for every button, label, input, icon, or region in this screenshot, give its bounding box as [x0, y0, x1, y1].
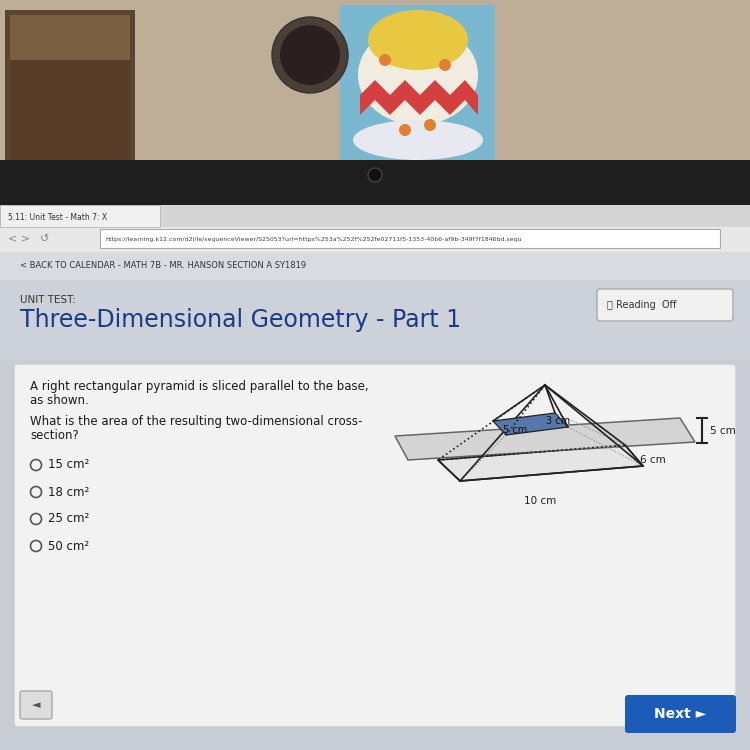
Circle shape [399, 124, 411, 136]
Text: ◄: ◄ [32, 700, 40, 710]
Circle shape [424, 119, 436, 131]
Bar [10, 60, 130, 160]
Polygon shape [395, 418, 695, 460]
Text: 3 cm: 3 cm [546, 416, 570, 426]
Text: 6 cm: 6 cm [640, 455, 666, 465]
FancyBboxPatch shape [625, 695, 736, 733]
Text: 5 cm: 5 cm [503, 425, 527, 435]
Circle shape [272, 17, 348, 93]
Polygon shape [438, 445, 643, 481]
FancyBboxPatch shape [20, 691, 52, 719]
Bar [0, 205, 750, 230]
Text: 5.11: Unit Test - Math 7: X: 5.11: Unit Test - Math 7: X [8, 212, 107, 221]
Circle shape [280, 25, 340, 85]
Circle shape [379, 54, 391, 66]
Text: A right rectangular pyramid is sliced parallel to the base,: A right rectangular pyramid is sliced pa… [30, 380, 369, 393]
Text: as shown.: as shown. [30, 394, 88, 407]
Text: Three-Dimensional Geometry - Part 1: Three-Dimensional Geometry - Part 1 [20, 308, 461, 332]
Text: ↺: ↺ [40, 234, 50, 244]
Text: 25 cm²: 25 cm² [48, 512, 89, 526]
Text: https://learning.k12.com/d2l/le/sequenceViewer/S25053?url=https%253a%252f%252fe0: https://learning.k12.com/d2l/le/sequence… [105, 236, 522, 242]
Text: < BACK TO CALENDAR - MATH 7B - MR. HANSON SECTION A SY1819: < BACK TO CALENDAR - MATH 7B - MR. HANSO… [20, 262, 306, 271]
Bar [0, 280, 750, 750]
Bar [5, 10, 135, 165]
Bar [0, 205, 160, 227]
Bar [10, 15, 130, 160]
Bar [0, 160, 750, 205]
Circle shape [368, 168, 382, 182]
Circle shape [439, 59, 451, 71]
Text: section?: section? [30, 429, 79, 442]
Text: What is the area of the resulting two-dimensional cross-: What is the area of the resulting two-di… [30, 415, 362, 428]
Text: 5 cm: 5 cm [710, 425, 736, 436]
Ellipse shape [368, 10, 468, 70]
FancyBboxPatch shape [14, 364, 736, 727]
Bar [0, 227, 750, 252]
Text: Next ►: Next ► [654, 707, 706, 721]
Bar [100, 229, 720, 248]
Polygon shape [360, 80, 478, 115]
Text: < >: < > [8, 234, 30, 244]
Text: 10 cm: 10 cm [524, 496, 556, 506]
Text: 18 cm²: 18 cm² [48, 485, 89, 499]
Text: 🎧 Reading  Off: 🎧 Reading Off [607, 300, 676, 310]
Bar [0, 280, 750, 360]
FancyBboxPatch shape [597, 289, 733, 321]
Bar [0, 0, 750, 185]
Polygon shape [493, 413, 568, 435]
Text: 15 cm²: 15 cm² [48, 458, 89, 472]
Text: 50 cm²: 50 cm² [48, 539, 89, 553]
Text: UNIT TEST:: UNIT TEST: [20, 295, 76, 305]
Ellipse shape [358, 25, 478, 125]
Ellipse shape [353, 120, 483, 160]
Bar [0, 252, 750, 280]
Bar [340, 5, 495, 160]
